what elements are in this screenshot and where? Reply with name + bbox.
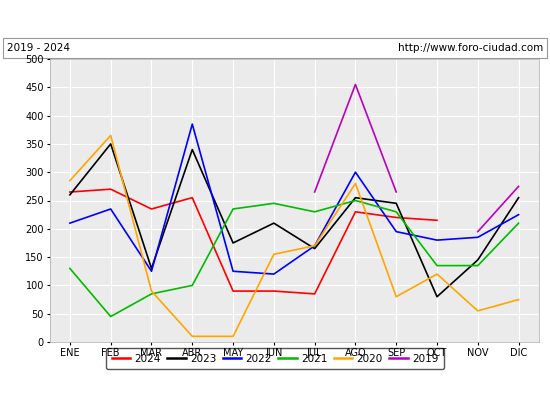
Legend: 2024, 2023, 2022, 2021, 2020, 2019: 2024, 2023, 2022, 2021, 2020, 2019 xyxy=(106,348,444,369)
Text: 2019 - 2024: 2019 - 2024 xyxy=(7,43,70,53)
Text: Evolucion Nº Turistas Nacionales en el municipio de Ricote: Evolucion Nº Turistas Nacionales en el m… xyxy=(60,11,490,26)
FancyBboxPatch shape xyxy=(3,38,547,58)
Text: http://www.foro-ciudad.com: http://www.foro-ciudad.com xyxy=(398,43,543,53)
